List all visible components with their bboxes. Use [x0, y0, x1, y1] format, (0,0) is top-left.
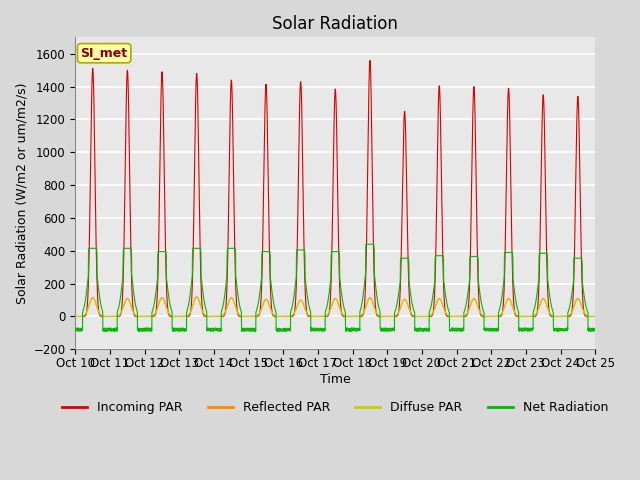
Reflected PAR [316, 313, 324, 319]
Incoming PAR [316, 313, 323, 319]
Diffuse PAR [423, 313, 431, 319]
Y-axis label: Solar Radiation (W/m2 or um/m2/s): Solar Radiation (W/m2 or um/m2/s) [15, 83, 28, 304]
Diffuse PAR [591, 313, 599, 319]
Incoming PAR [165, 312, 173, 317]
Line: Net Radiation: Net Radiation [76, 244, 595, 331]
Reflected PAR [165, 310, 173, 316]
Text: SI_met: SI_met [81, 47, 128, 60]
Diffuse PAR [452, 313, 460, 319]
Incoming PAR [72, 313, 79, 319]
Incoming PAR [591, 313, 598, 319]
Reflected PAR [591, 313, 598, 319]
Net Radiation [165, 294, 173, 300]
Net Radiation [591, 328, 598, 334]
Legend: Incoming PAR, Reflected PAR, Diffuse PAR, Net Radiation: Incoming PAR, Reflected PAR, Diffuse PAR… [58, 396, 613, 419]
Diffuse PAR [193, 294, 200, 300]
X-axis label: Time: Time [320, 372, 351, 386]
Diffuse PAR [72, 313, 79, 319]
Incoming PAR [423, 313, 431, 319]
Incoming PAR [366, 58, 374, 63]
Diffuse PAR [165, 311, 173, 316]
Diffuse PAR [316, 313, 324, 319]
Reflected PAR [452, 313, 460, 319]
Reflected PAR [591, 313, 599, 319]
Line: Diffuse PAR: Diffuse PAR [76, 297, 595, 316]
Reflected PAR [72, 313, 79, 319]
Net Radiation [316, 325, 323, 331]
Diffuse PAR [591, 313, 598, 319]
Net Radiation [72, 326, 79, 332]
Net Radiation [554, 328, 561, 334]
Incoming PAR [452, 313, 460, 319]
Incoming PAR [481, 313, 489, 319]
Incoming PAR [591, 313, 599, 319]
Line: Reflected PAR: Reflected PAR [76, 297, 595, 316]
Net Radiation [591, 327, 599, 333]
Reflected PAR [481, 313, 489, 319]
Net Radiation [452, 325, 460, 331]
Reflected PAR [193, 294, 200, 300]
Title: Solar Radiation: Solar Radiation [273, 15, 398, 33]
Net Radiation [362, 241, 370, 247]
Net Radiation [423, 326, 431, 332]
Reflected PAR [423, 313, 431, 319]
Net Radiation [481, 327, 489, 333]
Diffuse PAR [481, 313, 489, 319]
Line: Incoming PAR: Incoming PAR [76, 60, 595, 316]
